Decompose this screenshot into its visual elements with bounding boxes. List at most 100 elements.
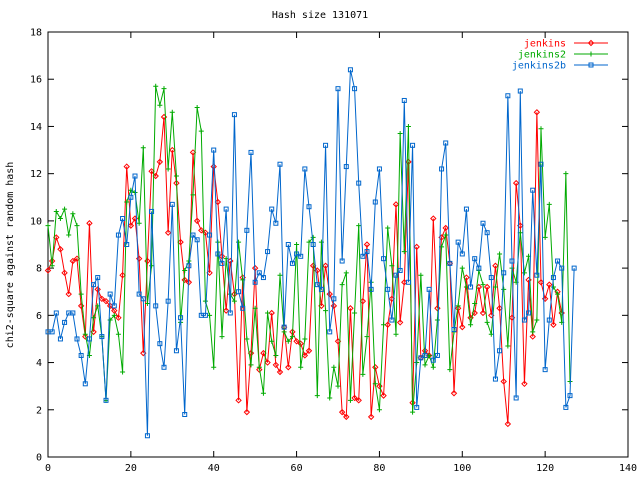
data-point xyxy=(368,286,374,292)
y-tick-label: 2 xyxy=(36,405,42,416)
data-point xyxy=(252,305,258,311)
data-point xyxy=(111,312,117,318)
data-point xyxy=(492,262,499,269)
data-point xyxy=(372,381,378,387)
data-point xyxy=(194,237,200,243)
data-point xyxy=(480,282,486,288)
y-tick-label: 4 xyxy=(36,358,42,369)
data-point xyxy=(534,317,540,323)
data-point xyxy=(190,232,196,238)
data-point xyxy=(364,249,370,255)
data-point xyxy=(111,303,117,309)
data-point xyxy=(44,267,52,274)
data-point xyxy=(364,334,370,340)
data-point xyxy=(323,308,329,314)
data-point xyxy=(422,362,428,368)
data-point xyxy=(91,315,97,321)
data-point xyxy=(533,109,541,116)
data-point xyxy=(459,251,465,257)
data-point xyxy=(78,352,84,358)
axes: 0 20 40 60 80 100 120 140 0 2 4 6 8 10 12 14 16 18 xyxy=(30,28,637,475)
data-point xyxy=(181,276,188,284)
data-point xyxy=(314,393,320,399)
data-point xyxy=(136,220,142,226)
data-point xyxy=(86,220,93,227)
data-point xyxy=(434,305,441,312)
data-point xyxy=(124,242,130,247)
data-point xyxy=(211,147,217,153)
data-point xyxy=(550,284,556,290)
data-point xyxy=(500,378,507,385)
data-point xyxy=(587,39,595,47)
data-point xyxy=(115,331,121,337)
data-point xyxy=(512,179,520,187)
data-point xyxy=(459,323,466,331)
data-point xyxy=(260,390,266,396)
data-point xyxy=(555,258,561,264)
data-point xyxy=(355,397,362,404)
legend-label: jenkins2 xyxy=(518,50,566,61)
data-point xyxy=(509,258,515,264)
data-point xyxy=(57,216,63,222)
data-point xyxy=(306,204,312,210)
data-point xyxy=(198,227,205,234)
data-point xyxy=(227,310,233,316)
data-point xyxy=(153,303,159,309)
y-tick-label: 18 xyxy=(30,28,42,39)
data-point xyxy=(360,253,366,259)
data-point xyxy=(256,364,262,370)
data-point xyxy=(177,238,184,246)
data-point xyxy=(472,256,478,262)
data-point xyxy=(492,376,498,382)
data-point xyxy=(385,225,391,231)
data-point xyxy=(521,270,527,276)
data-point xyxy=(450,390,458,397)
data-point xyxy=(265,249,271,255)
data-point xyxy=(483,283,491,291)
data-point xyxy=(376,166,382,172)
data-point xyxy=(294,242,300,247)
data-point xyxy=(256,270,262,276)
data-point xyxy=(82,331,88,337)
data-point xyxy=(273,352,279,358)
data-point xyxy=(119,271,126,279)
data-point xyxy=(273,220,279,226)
data-point xyxy=(463,206,469,212)
series-line xyxy=(47,112,563,424)
data-point xyxy=(384,321,391,328)
data-point xyxy=(488,331,494,337)
data-point xyxy=(169,109,175,115)
data-point xyxy=(430,357,436,363)
data-point xyxy=(447,260,453,266)
data-point xyxy=(95,275,101,281)
data-point xyxy=(339,258,345,264)
data-point xyxy=(455,239,461,245)
data-point xyxy=(505,343,511,349)
data-point xyxy=(414,360,420,366)
data-point xyxy=(401,249,407,255)
data-point xyxy=(144,257,151,265)
data-point xyxy=(94,286,101,293)
data-point xyxy=(537,279,545,286)
data-point xyxy=(497,348,503,354)
data-point xyxy=(550,321,557,328)
data-point xyxy=(136,291,142,297)
plot-frame xyxy=(47,31,629,458)
data-point xyxy=(144,433,150,439)
data-point xyxy=(567,393,573,399)
data-point xyxy=(505,93,511,99)
data-point xyxy=(530,187,536,193)
data-point xyxy=(443,140,449,146)
data-point xyxy=(57,336,63,342)
data-point xyxy=(501,286,507,292)
data-point xyxy=(132,173,138,179)
data-point xyxy=(529,333,536,340)
data-point xyxy=(338,408,346,416)
data-point xyxy=(74,223,80,229)
data-point xyxy=(463,274,470,281)
data-point xyxy=(269,206,275,212)
data-point xyxy=(521,380,528,388)
data-point xyxy=(215,251,221,257)
data-point xyxy=(70,211,76,217)
data-point xyxy=(82,381,88,387)
